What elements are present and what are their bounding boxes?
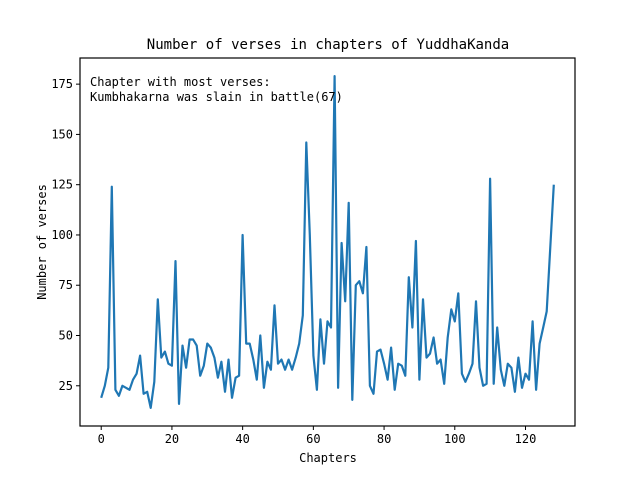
plot-frame xyxy=(79,57,576,427)
chart-title: Number of verses in chapters of YuddhaKa… xyxy=(147,37,509,53)
y-tick-label: 175 xyxy=(51,77,73,91)
plot-area xyxy=(79,57,576,427)
x-axis: 0 20 40 60 80 100 120 xyxy=(98,426,537,446)
y-axis-label: Number of verses xyxy=(35,184,49,300)
x-tick-label: 0 xyxy=(98,432,105,446)
y-tick-label: 50 xyxy=(59,329,73,343)
annotation-line-1: Chapter with most verses: xyxy=(90,75,271,89)
y-tick-label: 75 xyxy=(59,278,73,292)
y-tick-label: 150 xyxy=(51,127,73,141)
x-tick-label: 100 xyxy=(444,432,466,446)
y-tick-label: 125 xyxy=(51,178,73,192)
annotation-line-2: Kumbhakarna was slain in battle(67) xyxy=(90,90,343,104)
y-tick-label: 100 xyxy=(51,228,73,242)
y-axis: 25 50 75 100 125 150 175 xyxy=(51,77,80,393)
x-axis-label: Chapters xyxy=(299,451,357,465)
y-tick-label: 25 xyxy=(59,379,73,393)
x-tick-label: 120 xyxy=(515,432,537,446)
x-tick-label: 60 xyxy=(306,432,320,446)
x-tick-label: 40 xyxy=(235,432,249,446)
x-tick-label: 20 xyxy=(165,432,179,446)
series-line xyxy=(100,75,555,409)
x-tick-label: 80 xyxy=(377,432,391,446)
